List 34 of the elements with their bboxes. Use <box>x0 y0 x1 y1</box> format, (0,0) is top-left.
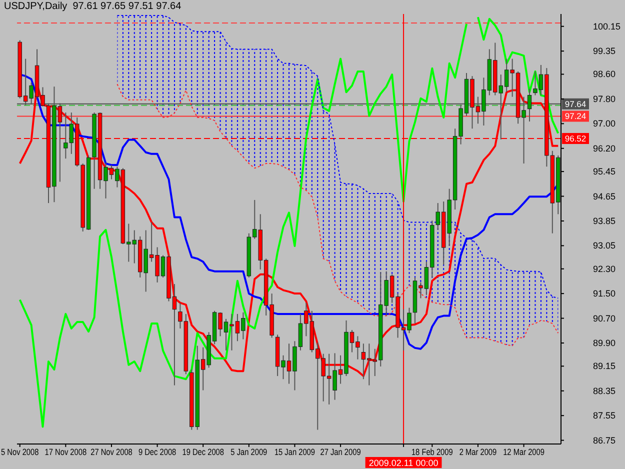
y-tick-label: 90.70 <box>593 313 616 324</box>
y-tick-label: 95.45 <box>593 166 616 177</box>
y-tick-label: 87.55 <box>593 410 616 421</box>
y-tick-label: 86.75 <box>593 435 616 446</box>
y-tick-label: 97.00 <box>593 118 616 129</box>
y-tick-label: 97.80 <box>593 94 616 104</box>
x-tick-label: 27 Nov 2008 <box>90 447 133 458</box>
x-tick-label: 19 Dec 2008 <box>182 447 224 458</box>
x-tick-label: 5 Jan 2009 <box>230 447 268 458</box>
x-tick-label: 12 Mar 2009 <box>503 447 545 458</box>
y-tick-label: 96.20 <box>593 143 616 154</box>
y-tick-label: 88.35 <box>593 386 616 396</box>
x-tick-label: 18 Feb 2009 <box>411 447 454 458</box>
y-tick-label: 89.90 <box>593 338 616 348</box>
y-tick-label: 100.15 <box>593 21 621 32</box>
x-tick-label: 5 Nov 2008 <box>1 447 40 458</box>
x-tick-label: 2009.02.11 00:00 <box>368 458 438 468</box>
y-tick-label: 93.85 <box>593 216 616 226</box>
ref-line-label: 97.24 <box>564 111 586 122</box>
y-tick-label: 89.15 <box>593 361 616 372</box>
ref-line-label: 97.64 <box>564 98 586 109</box>
y-tick-label: 94.65 <box>593 191 616 202</box>
y-tick-label: 91.50 <box>593 288 616 299</box>
x-tick-label: 2 Mar 2009 <box>459 447 497 458</box>
y-tick-label: 98.60 <box>593 69 616 80</box>
y-tick-label: 93.05 <box>593 240 616 251</box>
chart-title: USDJPY,Daily 97.61 97.65 97.51 97.64 <box>4 1 182 13</box>
y-tick-label: 99.35 <box>593 46 616 56</box>
x-tick-label: 27 Jan 2009 <box>320 447 362 458</box>
x-tick-label: 9 Dec 2008 <box>138 447 177 458</box>
ref-line-label: 96.52 <box>564 133 586 144</box>
y-tick-label: 92.30 <box>593 264 616 274</box>
x-tick-label: 15 Jan 2009 <box>274 447 316 458</box>
x-tick-label: 17 Nov 2008 <box>44 447 87 458</box>
